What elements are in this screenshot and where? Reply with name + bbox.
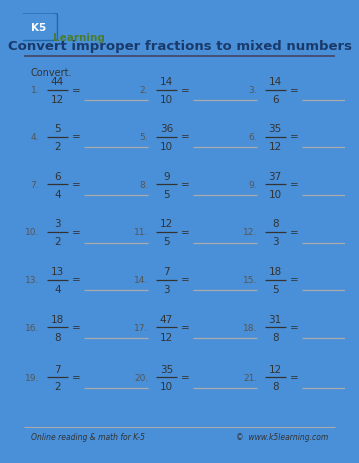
Text: 4: 4	[54, 284, 61, 294]
Text: =: =	[72, 372, 81, 382]
Text: 6: 6	[272, 95, 279, 105]
Text: =: =	[181, 86, 190, 95]
Text: =: =	[181, 323, 190, 332]
Text: 13: 13	[51, 267, 64, 276]
Text: 8: 8	[54, 332, 61, 342]
Text: =: =	[72, 132, 81, 142]
Text: 12: 12	[269, 142, 282, 151]
Text: 16.: 16.	[25, 323, 39, 332]
Text: Learning: Learning	[53, 33, 105, 43]
Text: 35: 35	[160, 364, 173, 374]
FancyBboxPatch shape	[20, 14, 57, 42]
Text: =: =	[181, 372, 190, 382]
Text: 36: 36	[160, 124, 173, 134]
Text: =: =	[72, 227, 81, 238]
Text: 12: 12	[160, 332, 173, 342]
Text: 14: 14	[269, 77, 282, 87]
Text: 12: 12	[160, 219, 173, 229]
Text: 5: 5	[272, 284, 279, 294]
Text: =: =	[290, 132, 299, 142]
Text: =: =	[290, 180, 299, 190]
Text: 3: 3	[163, 284, 169, 294]
Text: =: =	[290, 227, 299, 238]
Text: =: =	[72, 86, 81, 95]
Text: 2.: 2.	[140, 86, 148, 95]
Text: 5: 5	[54, 124, 61, 134]
Text: 3.: 3.	[248, 86, 257, 95]
Text: 7: 7	[54, 364, 61, 374]
Text: 7: 7	[163, 267, 169, 276]
Text: =: =	[290, 275, 299, 285]
Text: 31: 31	[269, 314, 282, 324]
Text: 2: 2	[54, 382, 61, 392]
Text: 13.: 13.	[25, 275, 39, 284]
Text: 8: 8	[272, 382, 279, 392]
Text: =: =	[72, 275, 81, 285]
Text: 5: 5	[163, 237, 169, 247]
Text: 3: 3	[54, 219, 61, 229]
Text: =: =	[72, 180, 81, 190]
Text: Convert.: Convert.	[31, 68, 73, 78]
Text: 8: 8	[272, 219, 279, 229]
Text: 20.: 20.	[134, 373, 148, 382]
Text: 3: 3	[272, 237, 279, 247]
Text: 4.: 4.	[31, 133, 39, 142]
Text: 8: 8	[272, 332, 279, 342]
Text: =: =	[181, 227, 190, 238]
Text: 12.: 12.	[243, 228, 257, 237]
Text: ©  www.k5learning.com: © www.k5learning.com	[236, 432, 328, 441]
Text: 10: 10	[160, 142, 173, 151]
Text: K5: K5	[31, 23, 46, 33]
Text: 21.: 21.	[243, 373, 257, 382]
Text: 10.: 10.	[25, 228, 39, 237]
Text: =: =	[181, 132, 190, 142]
Text: 12: 12	[269, 364, 282, 374]
Text: 7.: 7.	[31, 181, 39, 189]
Text: 10: 10	[160, 95, 173, 105]
Text: 18.: 18.	[243, 323, 257, 332]
Text: 14.: 14.	[134, 275, 148, 284]
Text: 9.: 9.	[248, 181, 257, 189]
Text: Convert improper fractions to mixed numbers: Convert improper fractions to mixed numb…	[8, 40, 351, 53]
Text: 12: 12	[51, 95, 64, 105]
Text: 2: 2	[54, 142, 61, 151]
Text: 44: 44	[51, 77, 64, 87]
Text: 1.: 1.	[31, 86, 39, 95]
Text: 5: 5	[163, 189, 169, 199]
Text: 18: 18	[51, 314, 64, 324]
Text: 2: 2	[54, 237, 61, 247]
Text: 10: 10	[160, 382, 173, 392]
Text: =: =	[181, 180, 190, 190]
Text: 17.: 17.	[134, 323, 148, 332]
Text: 6: 6	[54, 171, 61, 181]
Text: 35: 35	[269, 124, 282, 134]
Text: 10: 10	[269, 189, 282, 199]
Text: =: =	[290, 86, 299, 95]
Text: 9: 9	[163, 171, 169, 181]
Text: Online reading & math for K-5: Online reading & math for K-5	[31, 432, 145, 441]
Text: =: =	[290, 372, 299, 382]
Text: =: =	[290, 323, 299, 332]
Text: =: =	[72, 323, 81, 332]
Text: =: =	[181, 275, 190, 285]
Text: 37: 37	[269, 171, 282, 181]
Text: 18: 18	[269, 267, 282, 276]
Text: 15.: 15.	[243, 275, 257, 284]
Text: 47: 47	[160, 314, 173, 324]
Text: 11.: 11.	[134, 228, 148, 237]
Text: 5.: 5.	[140, 133, 148, 142]
Text: 19.: 19.	[25, 373, 39, 382]
Text: 6.: 6.	[248, 133, 257, 142]
Text: 4: 4	[54, 189, 61, 199]
Text: 14: 14	[160, 77, 173, 87]
Text: 8.: 8.	[140, 181, 148, 189]
Text: Grade 3 Fractions Worksheet: Grade 3 Fractions Worksheet	[31, 59, 162, 69]
